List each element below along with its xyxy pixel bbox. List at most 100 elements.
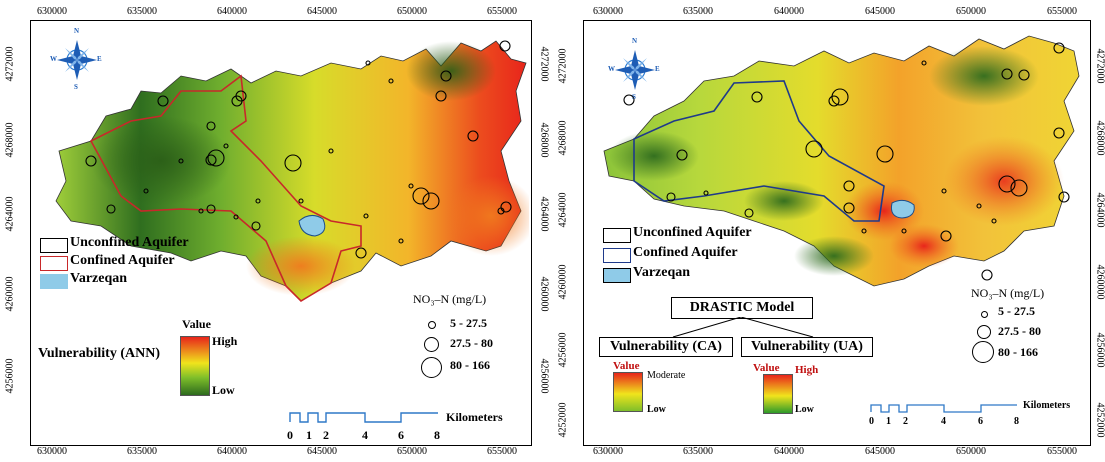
x-tick: 640000 <box>217 446 247 457</box>
compass-n: N <box>632 37 638 45</box>
x-tick: 655000 <box>487 446 517 457</box>
vulnerability-ua-label: Vulnerability (UA) <box>741 337 873 357</box>
nitrate-class-3: 80 - 166 <box>450 358 490 372</box>
y-tick: 4264000 <box>4 196 16 232</box>
map-panel-ann: 630000 635000 640000 645000 650000 65500… <box>0 0 552 462</box>
ua-ramp-title: Value <box>753 362 780 374</box>
x-tick: 630000 <box>593 446 623 457</box>
low-zone <box>406 41 496 101</box>
unconfined-label: Unconfined Aquifer <box>633 225 752 240</box>
scale-0: 0 <box>869 416 874 427</box>
x-tick: 635000 <box>127 6 157 17</box>
north-arrow-icon <box>57 40 97 80</box>
ca-ramp <box>613 372 643 412</box>
nitrate-class-3: 80 - 166 <box>998 345 1038 359</box>
y-tick: 4268000 <box>1094 120 1105 156</box>
scale-4: 4 <box>941 416 946 427</box>
city-swatch <box>603 268 631 283</box>
x-tick: 645000 <box>307 6 337 17</box>
high-zone <box>446 176 529 256</box>
confined-label: Confined Aquifer <box>70 253 175 268</box>
x-tick: 650000 <box>956 6 986 17</box>
scale-6: 6 <box>398 428 404 442</box>
confined-swatch <box>40 256 68 271</box>
low-zone <box>744 181 824 221</box>
ramp-high: High <box>212 334 238 348</box>
low-zone <box>609 131 699 181</box>
scale-2: 2 <box>323 428 329 442</box>
nitrate-class-2: 27.5 - 80 <box>998 324 1041 338</box>
x-tick: 645000 <box>865 446 895 457</box>
y-tick: 4264000 <box>1094 192 1105 228</box>
unconfined-label: Unconfined Aquifer <box>70 235 189 250</box>
vulnerability-map-drastic <box>603 35 1080 287</box>
nitrate-large-symbol <box>421 357 442 378</box>
vulnerability-map-ann <box>55 40 529 303</box>
x-tick: 635000 <box>127 446 157 457</box>
confined-label: Confined Aquifer <box>633 245 738 260</box>
x-tick: 655000 <box>1047 446 1077 457</box>
y-tick: 4264000 <box>538 196 550 232</box>
x-tick: 635000 <box>683 6 713 17</box>
compass-e: E <box>655 65 660 73</box>
vulnerability-ramp <box>180 336 210 396</box>
scale-1: 1 <box>886 416 891 427</box>
x-tick: 655000 <box>487 6 517 17</box>
scale-bar <box>289 412 438 423</box>
ca-ramp-low: Low <box>647 404 666 415</box>
nitrate-class-1: 5 - 27.5 <box>450 316 487 330</box>
x-tick: 630000 <box>37 6 67 17</box>
vulnerability-label: Vulnerability (ANN) <box>38 346 160 361</box>
nitrate-samples <box>85 40 512 259</box>
high-zone <box>944 136 1064 226</box>
unconfined-swatch <box>40 238 68 253</box>
low-zone <box>91 116 231 206</box>
ca-ramp-title: Value <box>613 360 640 372</box>
y-tick: 4252000 <box>1094 402 1105 438</box>
x-tick: 635000 <box>683 446 713 457</box>
confined-swatch <box>603 248 631 263</box>
scale-unit: Kilometers <box>446 410 503 424</box>
y-tick: 4268000 <box>4 122 16 158</box>
compass-s: S <box>74 83 78 91</box>
high-zone <box>246 236 356 296</box>
y-tick: 4260000 <box>1094 264 1105 300</box>
y-tick: 4264000 <box>557 192 569 228</box>
x-tick: 630000 <box>37 446 67 457</box>
model-connector <box>672 317 814 338</box>
compass-s: S <box>632 93 636 101</box>
city-label: Varzeqan <box>633 265 691 280</box>
x-tick: 640000 <box>774 6 804 17</box>
nitrate-medium-symbol <box>424 337 439 352</box>
scale-unit: Kilometers <box>1023 400 1071 411</box>
nitrate-class-1: 5 - 27.5 <box>998 304 1035 318</box>
nitrate-class-2: 27.5 - 80 <box>450 336 493 350</box>
varzeqan-city <box>298 215 326 237</box>
x-tick: 650000 <box>397 6 427 17</box>
y-tick: 4260000 <box>4 276 16 312</box>
scale-1: 1 <box>306 428 312 442</box>
ramp-low: Low <box>212 383 235 397</box>
x-tick: 640000 <box>217 6 247 17</box>
city-swatch <box>40 274 68 289</box>
y-tick: 4272000 <box>4 46 16 82</box>
x-tick: 655000 <box>1047 6 1077 17</box>
ua-ramp <box>763 374 793 414</box>
x-tick: 645000 <box>865 6 895 17</box>
y-tick: 4252000 <box>557 402 569 438</box>
high-zone <box>889 224 959 268</box>
scale-4: 4 <box>362 428 368 442</box>
city-label: Varzeqan <box>70 271 128 286</box>
compass-n: N <box>74 27 80 35</box>
y-tick: 4272000 <box>557 48 569 84</box>
x-tick: 650000 <box>397 446 427 457</box>
compass-e: E <box>97 55 102 63</box>
vulnerability-ca-label: Vulnerability (CA) <box>599 337 733 357</box>
scale-0: 0 <box>287 428 293 442</box>
nitrate-large-symbol <box>972 341 994 363</box>
x-tick: 650000 <box>956 446 986 457</box>
ca-ramp-high: Moderate <box>647 370 686 381</box>
north-arrow-icon <box>615 50 655 90</box>
scale-8: 8 <box>1014 416 1019 427</box>
x-tick: 630000 <box>593 6 623 17</box>
